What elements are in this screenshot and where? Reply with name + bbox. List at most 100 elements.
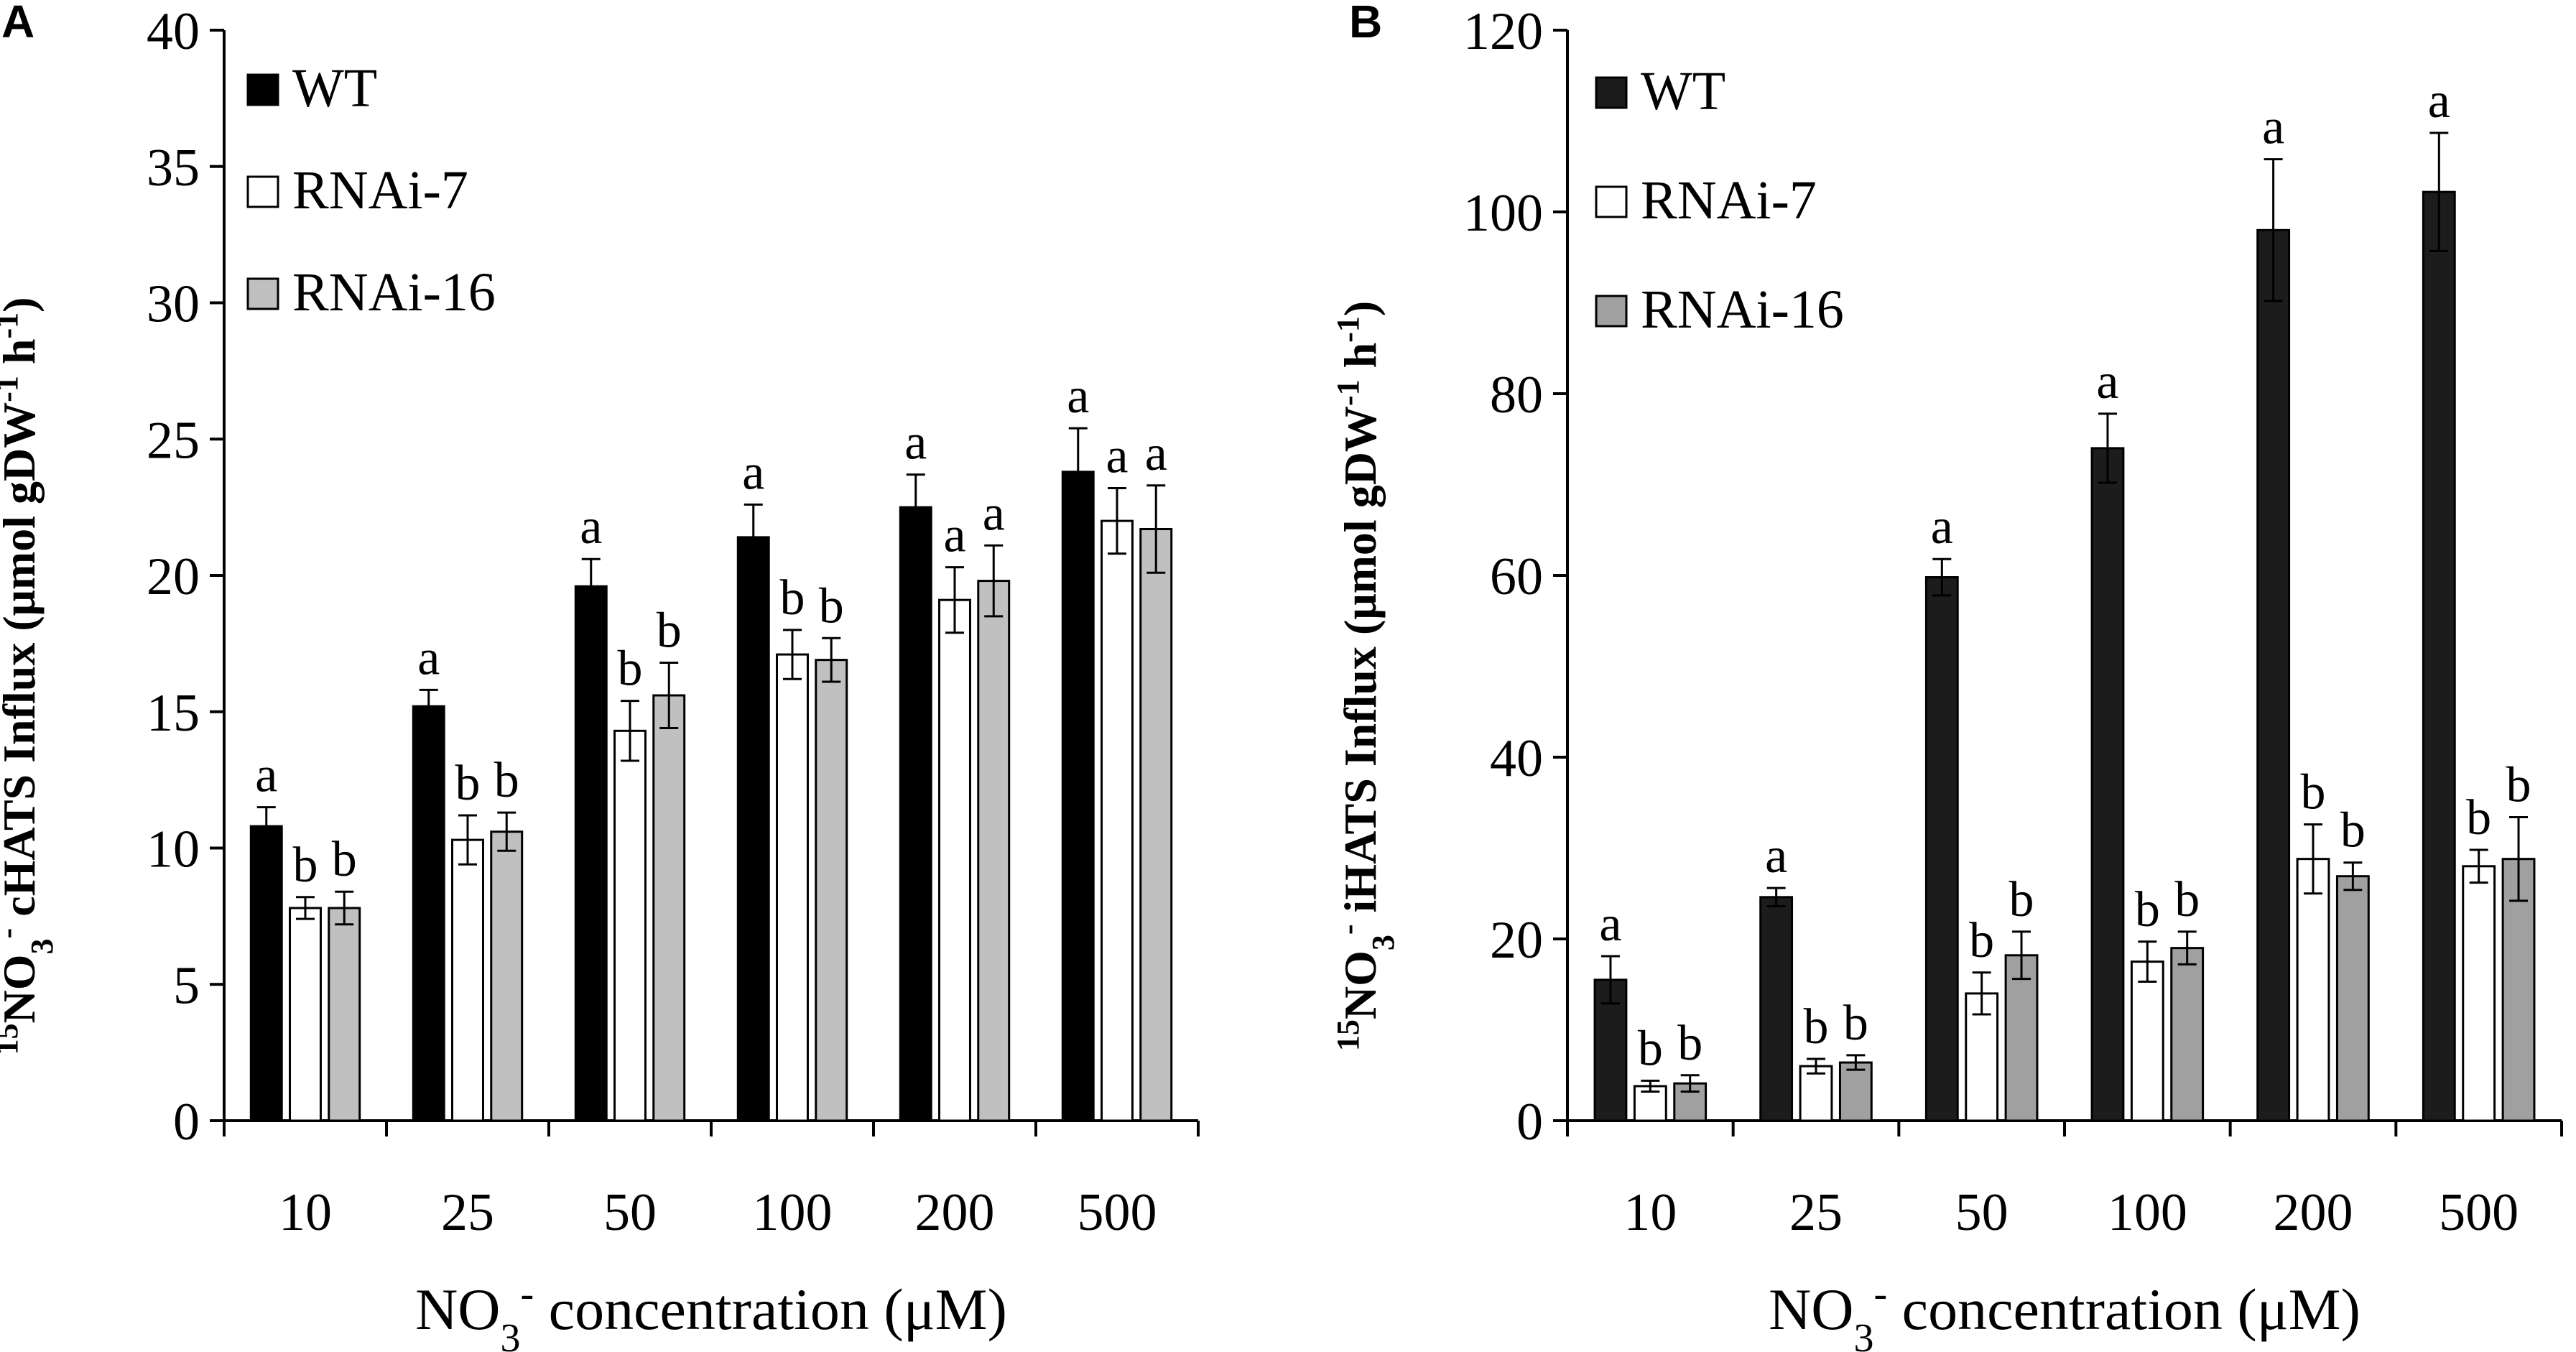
significance-label: a — [255, 748, 277, 803]
significance-label: a — [1931, 499, 1953, 555]
bar-rnai-16 — [2004, 954, 2039, 1122]
bar-wt — [1759, 896, 1794, 1122]
legend-label: WT — [1641, 61, 1725, 121]
x-tick-label: 500 — [2439, 1183, 2519, 1242]
bar-rnai-16 — [328, 907, 361, 1122]
x-label-sup: - — [1874, 1272, 1888, 1316]
y-tick-label: 40 — [147, 2, 200, 61]
x-label-sub: 3 — [501, 1316, 521, 1352]
legend-swatch-rnai-16 — [246, 277, 279, 310]
significance-label: b — [1969, 913, 1994, 968]
bar-rnai-16 — [2335, 875, 2370, 1122]
bar-rnai-7 — [1101, 519, 1134, 1122]
bar-wt — [1924, 576, 1959, 1122]
significance-label: a — [1765, 828, 1787, 884]
bar-wt — [899, 506, 932, 1122]
y-label-sup2: - — [0, 928, 24, 939]
y-label-sup3: -1 — [1330, 379, 1366, 406]
y-label-rest2: h — [0, 339, 45, 376]
bar-wt — [249, 825, 283, 1122]
x-tick-label: 10 — [279, 1183, 332, 1242]
significance-label: b — [1638, 1021, 1663, 1076]
bar-rnai-7 — [2130, 960, 2164, 1122]
x-label-main: NO — [415, 1277, 500, 1342]
bar-rnai-7 — [938, 598, 971, 1122]
legend-swatch-rnai-16 — [1595, 295, 1628, 328]
significance-label: b — [455, 756, 481, 811]
x-axis-label: NO3- concentration (μM) — [415, 1272, 1007, 1352]
legend-label: RNAi-16 — [1641, 279, 1844, 340]
y-label-sup: 15 — [0, 1023, 24, 1055]
x-tick-label: 50 — [1955, 1183, 2009, 1242]
y-axis-label: 15NO3- cHATS Influx (μmol gDW-1 h-1) — [0, 297, 60, 1055]
x-tick-label: 50 — [603, 1183, 657, 1242]
y-label-sup: 15 — [1330, 1019, 1366, 1051]
significance-label: b — [2340, 803, 2366, 858]
significance-label: a — [1599, 897, 1621, 952]
bar-rnai-16 — [977, 580, 1011, 1122]
significance-label: a — [1106, 429, 1128, 484]
significance-label: b — [618, 642, 643, 697]
significance-label: a — [943, 508, 965, 563]
bar-rnai-7 — [289, 907, 322, 1122]
significance-label: a — [1067, 369, 1089, 424]
bar-wt — [412, 705, 445, 1122]
y-tick-label: 25 — [147, 411, 200, 470]
y-label-sup4: -1 — [0, 312, 24, 339]
bar-rnai-16 — [1139, 527, 1173, 1122]
y-label-rest: iHATS Influx (μmol gDW — [1335, 406, 1386, 924]
bar-wt — [2256, 228, 2291, 1122]
bar-rnai-16 — [652, 694, 686, 1122]
legend-label: WT — [292, 58, 377, 119]
y-tick-label: 100 — [1463, 184, 1543, 243]
x-label-sup: - — [521, 1272, 534, 1316]
x-tick-label: 100 — [2108, 1183, 2187, 1242]
bar-rnai-7 — [451, 838, 484, 1122]
bar-rnai-16 — [490, 830, 524, 1122]
y-tick-label: 0 — [173, 1093, 200, 1152]
x-axis-label: NO3- concentration (μM) — [1769, 1272, 2360, 1352]
legend-swatch-wt — [1595, 76, 1628, 109]
y-tick-label: 80 — [1490, 366, 1543, 425]
legend-swatch-rnai-7 — [246, 175, 279, 208]
significance-label: b — [2135, 882, 2160, 937]
significance-label: b — [1677, 1016, 1702, 1071]
panel-letter: A — [1, 0, 34, 47]
significance-label: b — [819, 578, 844, 634]
significance-label: a — [2428, 73, 2450, 129]
significance-label: b — [1843, 996, 1868, 1051]
y-label-sup3: -1 — [0, 376, 24, 402]
significance-label: a — [983, 486, 1005, 541]
significance-label: b — [2009, 872, 2034, 927]
y-label-sub: 3 — [24, 938, 60, 954]
y-label-rest: cHATS Influx (μmol gDW — [0, 402, 45, 928]
bar-rnai-7 — [2296, 858, 2330, 1122]
y-label-main: NO — [1335, 950, 1386, 1019]
bar-wt — [736, 536, 770, 1122]
significance-label: a — [904, 415, 927, 471]
significance-label: a — [417, 630, 440, 685]
y-tick-label: 0 — [1516, 1093, 1543, 1152]
x-label-rest: concentration (μM) — [534, 1277, 1007, 1342]
x-tick-label: 100 — [753, 1183, 833, 1242]
significance-label: b — [780, 570, 805, 626]
y-tick-label: 30 — [147, 275, 200, 334]
bar-rnai-7 — [2462, 865, 2496, 1122]
significance-label: b — [2506, 757, 2531, 812]
significance-label: a — [742, 445, 764, 500]
legend-label: RNAi-7 — [1641, 170, 1817, 231]
bar-rnai-16 — [2170, 947, 2205, 1122]
x-tick-label: 500 — [1078, 1183, 1157, 1242]
bar-rnai-7 — [776, 653, 809, 1122]
y-tick-label: 15 — [147, 684, 200, 743]
significance-label: a — [1145, 426, 1167, 481]
y-tick-label: 20 — [1490, 911, 1543, 970]
bar-rnai-16 — [815, 659, 848, 1122]
significance-label: b — [2466, 790, 2491, 846]
significance-label: b — [2301, 765, 2326, 820]
bar-wt — [574, 585, 608, 1122]
y-tick-label: 120 — [1463, 2, 1543, 61]
y-tick-label: 40 — [1490, 729, 1543, 788]
